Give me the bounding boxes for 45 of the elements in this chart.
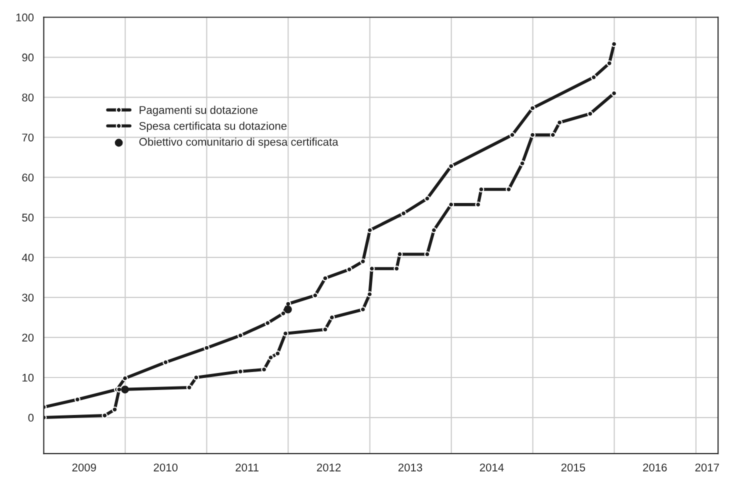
point: [102, 412, 108, 418]
point: [368, 266, 375, 272]
legend-label: Obiettivo comunitario di spesa certificata: [139, 138, 338, 148]
point: [550, 132, 556, 138]
y-tick-label: 70: [22, 134, 34, 142]
x-tick-label: 2010: [154, 464, 178, 472]
y-tick-label: 50: [22, 214, 34, 222]
x-tick-label: 2014: [480, 464, 504, 472]
point: [204, 344, 210, 351]
point: [312, 292, 318, 298]
point: [424, 196, 430, 202]
point: [590, 74, 597, 80]
point: [346, 266, 352, 272]
y-tick-label: 40: [22, 254, 34, 262]
point: [360, 306, 366, 312]
x-tick-label: 2017: [695, 464, 719, 472]
point: [121, 386, 129, 394]
point: [237, 332, 244, 338]
point: [400, 210, 407, 216]
point: [268, 354, 274, 360]
y-tick-label: 90: [22, 54, 34, 62]
point: [284, 306, 292, 314]
x-tick-label: 2012: [316, 464, 341, 472]
point: [448, 163, 454, 170]
x-tick-label: 2013: [398, 464, 422, 472]
point: [530, 105, 536, 112]
point: [122, 375, 128, 382]
y-tick-label: 60: [22, 174, 34, 182]
point: [448, 202, 454, 208]
x-tick-label: 2011: [236, 464, 258, 472]
y-tick-label: 20: [22, 334, 34, 342]
x-tick-label: 2009: [72, 464, 96, 472]
legend-label: Spesa certificata su dotazione: [139, 122, 287, 132]
point: [556, 120, 563, 126]
point: [328, 314, 335, 320]
point: [509, 132, 516, 138]
y-tick-label: 30: [22, 294, 34, 302]
y-tick-label: 0: [28, 414, 34, 422]
y-tick-label: 100: [16, 14, 34, 22]
x-tick-label: 2016: [643, 464, 667, 472]
y-tick-label: 10: [22, 374, 34, 382]
y-tick-label: 80: [22, 94, 34, 102]
legend-label: Pagamenti su dotazione: [140, 106, 258, 116]
point: [530, 132, 536, 138]
x-tick-label: 2015: [561, 464, 586, 472]
